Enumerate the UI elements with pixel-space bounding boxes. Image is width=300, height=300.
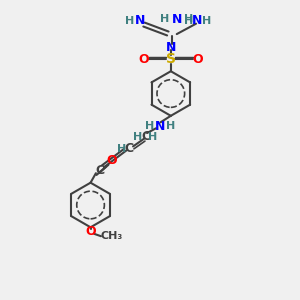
Text: O: O [139,53,149,66]
Text: C: C [124,142,134,155]
Text: O: O [192,53,203,66]
Text: H: H [184,16,193,26]
Text: C: C [141,130,150,143]
Text: C: C [95,164,104,177]
Text: O: O [85,225,96,238]
Text: N: N [172,13,182,26]
Text: H: H [184,14,193,24]
Text: N: N [166,41,176,54]
Text: S: S [166,52,176,66]
Text: H: H [148,132,158,142]
Text: H: H [134,132,143,142]
Text: O: O [106,154,117,167]
Text: H: H [124,16,134,26]
Text: CH₃: CH₃ [101,231,123,241]
Text: H: H [202,16,211,26]
Text: H: H [146,121,154,131]
Text: N: N [155,120,166,133]
Text: H: H [166,121,176,131]
Text: N: N [192,14,203,27]
Text: N: N [134,14,145,27]
Text: H: H [160,14,170,24]
Text: H: H [117,143,126,154]
